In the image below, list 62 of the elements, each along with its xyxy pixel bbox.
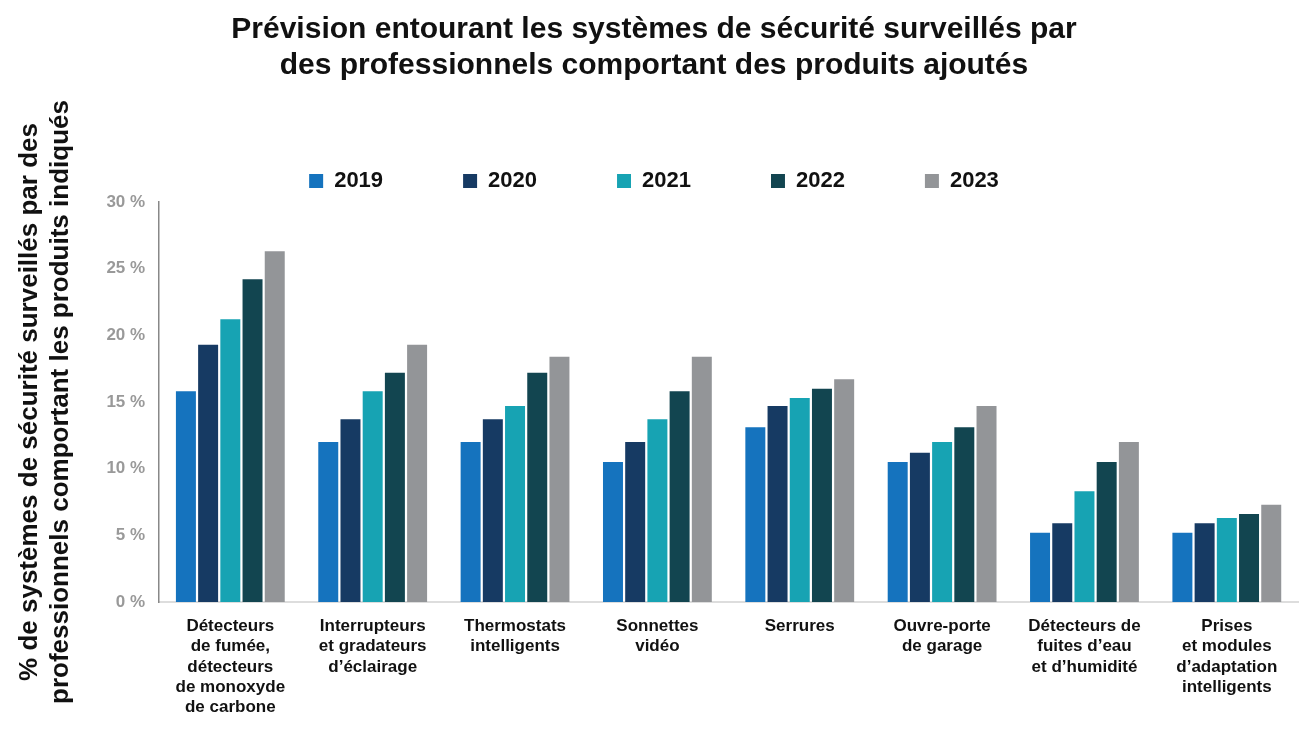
- bar: [407, 344, 428, 602]
- bar: [242, 279, 263, 602]
- bar: [482, 419, 503, 602]
- bar: [1052, 523, 1073, 602]
- bar: [1096, 462, 1117, 602]
- bar: [691, 356, 712, 602]
- legend-label: 2020: [488, 167, 538, 193]
- bar: [834, 379, 855, 602]
- y-tick-label: 10 %: [106, 458, 146, 478]
- bar: [1194, 523, 1215, 602]
- legend-label: 2021: [642, 167, 691, 193]
- bar: [1074, 491, 1095, 602]
- x-tick-label: Interrupteurs et gradateurs d’éclairage: [318, 615, 427, 676]
- bar: [789, 398, 810, 602]
- bar: [1261, 504, 1282, 602]
- bar: [745, 427, 766, 602]
- bar: [220, 319, 241, 602]
- legend-label: 2019: [334, 167, 384, 193]
- bar: [175, 391, 196, 602]
- bar: [362, 391, 383, 602]
- bar: [340, 419, 361, 602]
- bar: [909, 452, 930, 602]
- chart-title: Prévision entourant les systèmes de sécurité surveillés par des professionnels comportant des produits ajoutés: [231, 11, 1078, 81]
- y-tick-label: 15 %: [106, 391, 146, 411]
- bar: [932, 442, 953, 602]
- x-tick-label: Prises et modules d’adaptation intelligents: [1176, 615, 1278, 697]
- x-tick-label: Sonnettes vidéo: [616, 615, 699, 656]
- x-tick-label: Détecteurs de fuites d’eau et d’humidité: [1028, 615, 1141, 676]
- bar: [318, 442, 339, 602]
- bar: [976, 406, 997, 602]
- x-tick-label: Détecteurs de fumée, détecteurs de monoxyde de carbone: [175, 615, 286, 717]
- bar: [669, 391, 690, 602]
- bar: [549, 356, 570, 602]
- legend-label: 2022: [795, 167, 845, 193]
- bar: [1216, 518, 1237, 602]
- bar: [384, 372, 405, 602]
- x-tick-label: Ouvre-porte de garage: [893, 615, 991, 656]
- bar: [527, 372, 548, 602]
- bar: [1239, 514, 1260, 602]
- bar: [625, 442, 646, 602]
- y-tick-label: 25 %: [106, 258, 146, 278]
- y-tick-label: 5 %: [115, 525, 146, 545]
- bar: [198, 344, 219, 602]
- bar: [505, 406, 526, 602]
- bar: [811, 388, 832, 602]
- y-axis-title: % de systèmes de sécurité surveillés par des professionnels comportant les produits indiqués: [12, 100, 74, 704]
- bar: [460, 442, 481, 602]
- x-tick-label: Thermostats intelligents: [464, 615, 567, 656]
- bar: [887, 462, 908, 602]
- y-tick-label: 30 %: [106, 191, 146, 211]
- bar: [602, 462, 623, 602]
- y-tick-label: 20 %: [106, 325, 146, 345]
- bar: [954, 427, 975, 602]
- x-tick-label: Serrures: [764, 615, 835, 635]
- bar: [647, 419, 668, 602]
- y-tick-label: 0 %: [115, 591, 146, 611]
- bar: [1172, 532, 1193, 602]
- bar: [264, 251, 285, 602]
- bar: [1030, 532, 1051, 602]
- bar: [1118, 442, 1139, 602]
- bar: [767, 406, 788, 602]
- legend-label: 2023: [949, 167, 999, 193]
